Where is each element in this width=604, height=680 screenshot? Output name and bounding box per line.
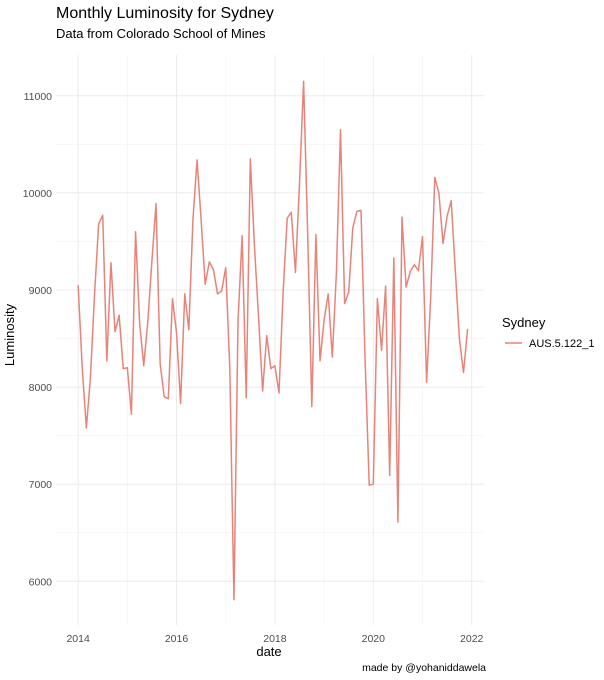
series-layer	[77, 80, 469, 601]
y-axis-title: Luminosity	[2, 303, 17, 366]
series-line-aus-5-122-1	[77, 80, 469, 601]
chart-title: Monthly Luminosity for Sydney	[56, 5, 274, 22]
y-tick-label: 6000	[29, 576, 53, 588]
legend-title: Sydney	[502, 315, 546, 330]
y-tick-label: 10000	[23, 188, 52, 200]
legend: Sydney AUS.5.122_1	[502, 315, 594, 350]
y-tick-label: 9000	[29, 285, 53, 297]
x-axis-title: date	[256, 644, 281, 659]
x-tick-label: 2014	[66, 633, 90, 645]
legend-entry-label: AUS.5.122_1	[529, 338, 594, 350]
y-tick-label: 7000	[29, 479, 53, 491]
y-tick-label: 11000	[24, 91, 53, 103]
chart-subtitle: Data from Colorado School of Mines	[56, 26, 266, 41]
minor-gridlines	[56, 55, 484, 625]
x-tick-label: 2022	[460, 633, 484, 645]
major-gridlines	[56, 55, 484, 625]
y-axis-ticks: 6000 7000 8000 9000 10000 11000	[23, 91, 52, 589]
y-tick-label: 8000	[29, 382, 53, 394]
x-axis-ticks: 2014 2016 2018 2020 2022	[66, 633, 483, 645]
x-tick-label: 2016	[165, 633, 189, 645]
x-tick-label: 2018	[263, 633, 287, 645]
chart-caption: made by @yohaniddawela	[362, 662, 486, 674]
x-tick-label: 2020	[362, 633, 386, 645]
